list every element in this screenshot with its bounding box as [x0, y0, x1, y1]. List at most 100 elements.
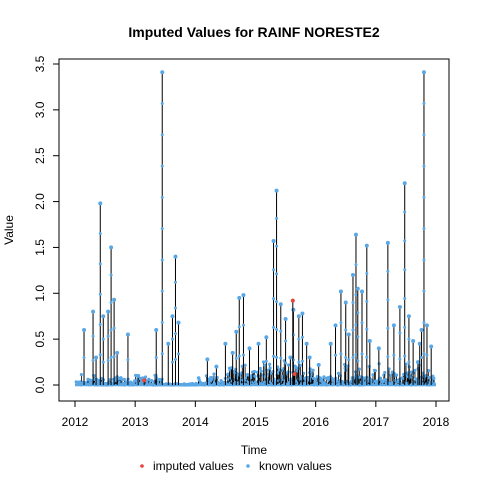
known-value-point: [297, 360, 301, 364]
known-value-point: [247, 346, 252, 351]
known-value-point: [106, 359, 110, 363]
known-value-point: [98, 201, 103, 206]
known-value-point: [360, 321, 364, 325]
known-value-point: [154, 355, 158, 359]
y-tick-label: 1.0: [33, 285, 47, 302]
known-value-point: [160, 289, 164, 293]
known-value-point: [101, 360, 105, 364]
known-value-point: [422, 102, 426, 106]
known-value-point: [403, 325, 407, 329]
y-tick-label: 2.0: [33, 193, 47, 210]
baseline-point: [197, 378, 201, 382]
known-value-point: [205, 357, 210, 362]
chart-title: Imputed Values for RAINF NORESTE2: [128, 24, 379, 40]
x-tick-label: 2016: [302, 415, 329, 429]
known-value-point: [397, 305, 402, 310]
known-value-point: [360, 352, 364, 356]
known-value-point: [98, 292, 102, 296]
known-value-point: [304, 341, 309, 346]
known-value-point: [279, 329, 283, 333]
baseline-point: [432, 376, 436, 381]
known-value-point: [264, 335, 269, 340]
imputed-value-point: [292, 371, 297, 376]
known-value-point: [241, 353, 245, 357]
known-value-point: [403, 210, 407, 214]
baseline-point: [389, 373, 393, 377]
known-value-point: [344, 355, 348, 359]
known-value-point: [173, 306, 177, 310]
x-tick-label: 2012: [62, 415, 89, 429]
known-value-point: [275, 216, 279, 220]
y-tick-label: 2.5: [33, 147, 47, 164]
known-value-point: [354, 293, 358, 297]
known-value-point: [234, 356, 238, 360]
known-value-point: [230, 350, 235, 355]
known-value-point: [386, 326, 390, 330]
known-value-point: [176, 320, 181, 325]
known-value-point: [160, 102, 164, 106]
known-value-point: [234, 329, 239, 334]
known-value-point: [166, 341, 171, 346]
baseline-point: [411, 375, 415, 380]
baseline-point: [371, 373, 375, 377]
known-value-point: [346, 332, 351, 337]
known-value-point: [98, 322, 102, 326]
known-value-point: [365, 299, 369, 303]
known-value-point: [109, 245, 114, 250]
known-value-point: [106, 334, 110, 338]
known-value-point: [176, 352, 180, 356]
baseline-point: [367, 364, 371, 369]
known-value-point: [101, 337, 105, 341]
known-value-point: [173, 357, 177, 361]
known-value-point: [170, 314, 175, 319]
known-value-point: [288, 355, 293, 360]
known-value-point: [392, 353, 396, 357]
known-value-point: [356, 335, 360, 339]
known-value-point: [82, 355, 86, 359]
baseline-point: [277, 371, 281, 375]
baseline-point: [258, 366, 262, 370]
known-value-point: [422, 195, 426, 199]
baseline-point: [143, 375, 148, 379]
known-value-point: [398, 357, 402, 361]
baseline-point: [404, 362, 408, 366]
baseline-point: [252, 369, 257, 374]
known-value-point: [112, 297, 117, 302]
known-value-point: [275, 272, 279, 276]
known-value-point: [353, 232, 358, 237]
known-value-point: [275, 355, 279, 359]
known-value-point: [275, 300, 279, 304]
baseline-point: [282, 366, 286, 371]
baseline-point: [120, 378, 124, 382]
known-value-point: [160, 258, 164, 262]
x-tick-label: 2018: [423, 415, 450, 429]
known-value-point: [170, 360, 174, 364]
known-value-point: [283, 316, 288, 321]
known-value-point: [402, 181, 407, 186]
known-value-point: [154, 327, 159, 332]
baseline-point: [79, 372, 83, 377]
known-value-point: [297, 337, 301, 341]
known-value-point: [160, 133, 164, 137]
x-tick-label: 2013: [122, 415, 149, 429]
known-value-point: [367, 338, 372, 343]
known-value-point: [237, 325, 241, 329]
known-value-point: [403, 268, 407, 272]
baseline-point: [427, 375, 431, 380]
baseline-point: [122, 377, 126, 381]
legend-label-imputed: imputed values: [153, 459, 234, 473]
known-value-point: [112, 355, 116, 359]
known-value-point: [422, 352, 426, 356]
known-value-point: [106, 309, 111, 314]
known-value-point: [272, 354, 276, 358]
known-value-point: [398, 331, 402, 335]
known-value-point: [173, 254, 178, 259]
known-value-point: [403, 297, 407, 301]
known-value-point: [333, 323, 338, 328]
known-value-point: [109, 273, 113, 277]
known-value-point: [125, 332, 130, 337]
known-value-point: [354, 323, 358, 327]
known-value-point: [94, 355, 99, 360]
